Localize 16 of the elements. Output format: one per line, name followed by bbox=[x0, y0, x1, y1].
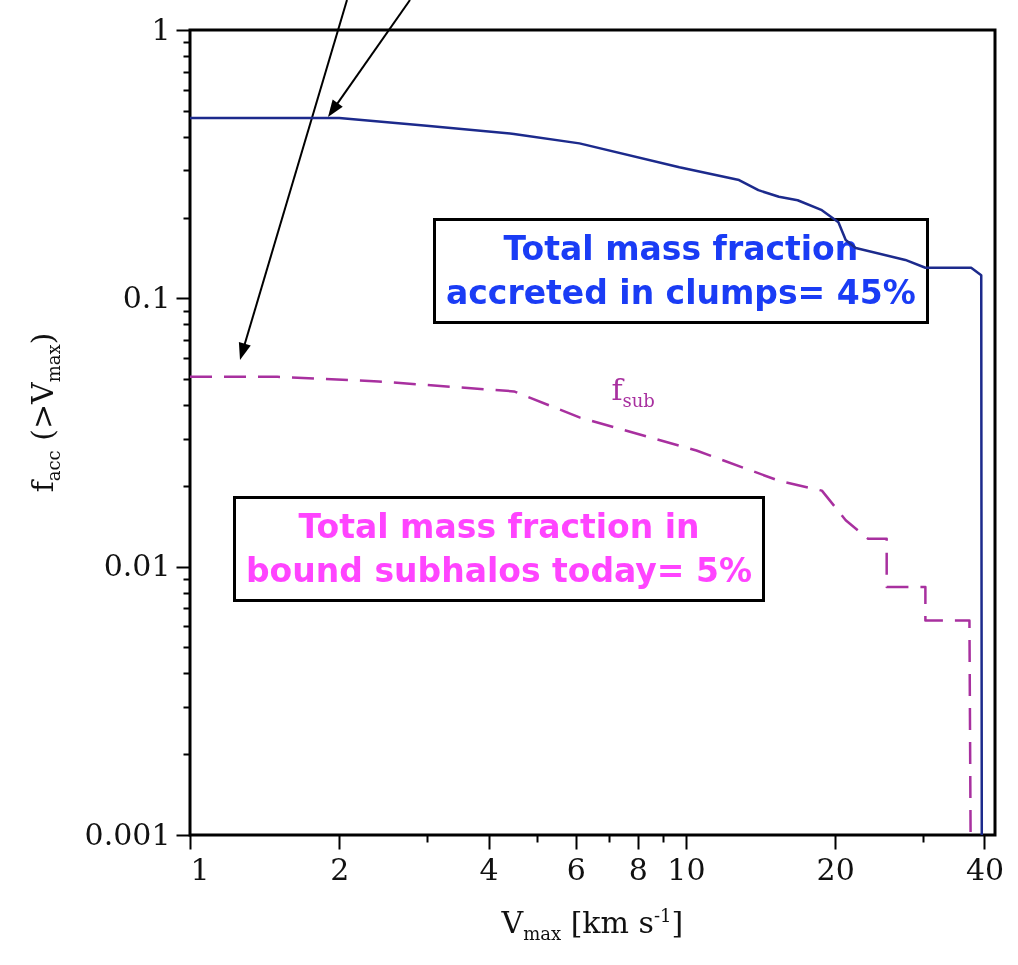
y-tick-label: 0.01 bbox=[103, 548, 171, 584]
x-tick-label: 1 bbox=[190, 851, 210, 887]
y-tick-label: 0.1 bbox=[122, 279, 171, 315]
y-tick-label: 0.001 bbox=[84, 816, 171, 852]
series-label: f$_{sub}$ bbox=[611, 372, 655, 412]
x-tick-label: 6 bbox=[566, 851, 586, 887]
y-tick-label: 1 bbox=[151, 11, 171, 47]
x-tick-label: 40 bbox=[965, 851, 1005, 887]
annotation: Total mass fraction accreted in clumps= 45% bbox=[433, 218, 929, 324]
x-tick-label: 10 bbox=[667, 851, 706, 887]
x-tick-label: 2 bbox=[330, 851, 350, 887]
annotation: Total mass fraction in bound subhalos today= 5% bbox=[233, 496, 766, 602]
x-tick-label: 20 bbox=[816, 851, 855, 887]
x-tick-label: 8 bbox=[628, 851, 648, 887]
x-tick-label: 4 bbox=[479, 851, 499, 887]
x-axis-title: V$_{max}$ [km s$^{-1}$] bbox=[501, 905, 684, 944]
